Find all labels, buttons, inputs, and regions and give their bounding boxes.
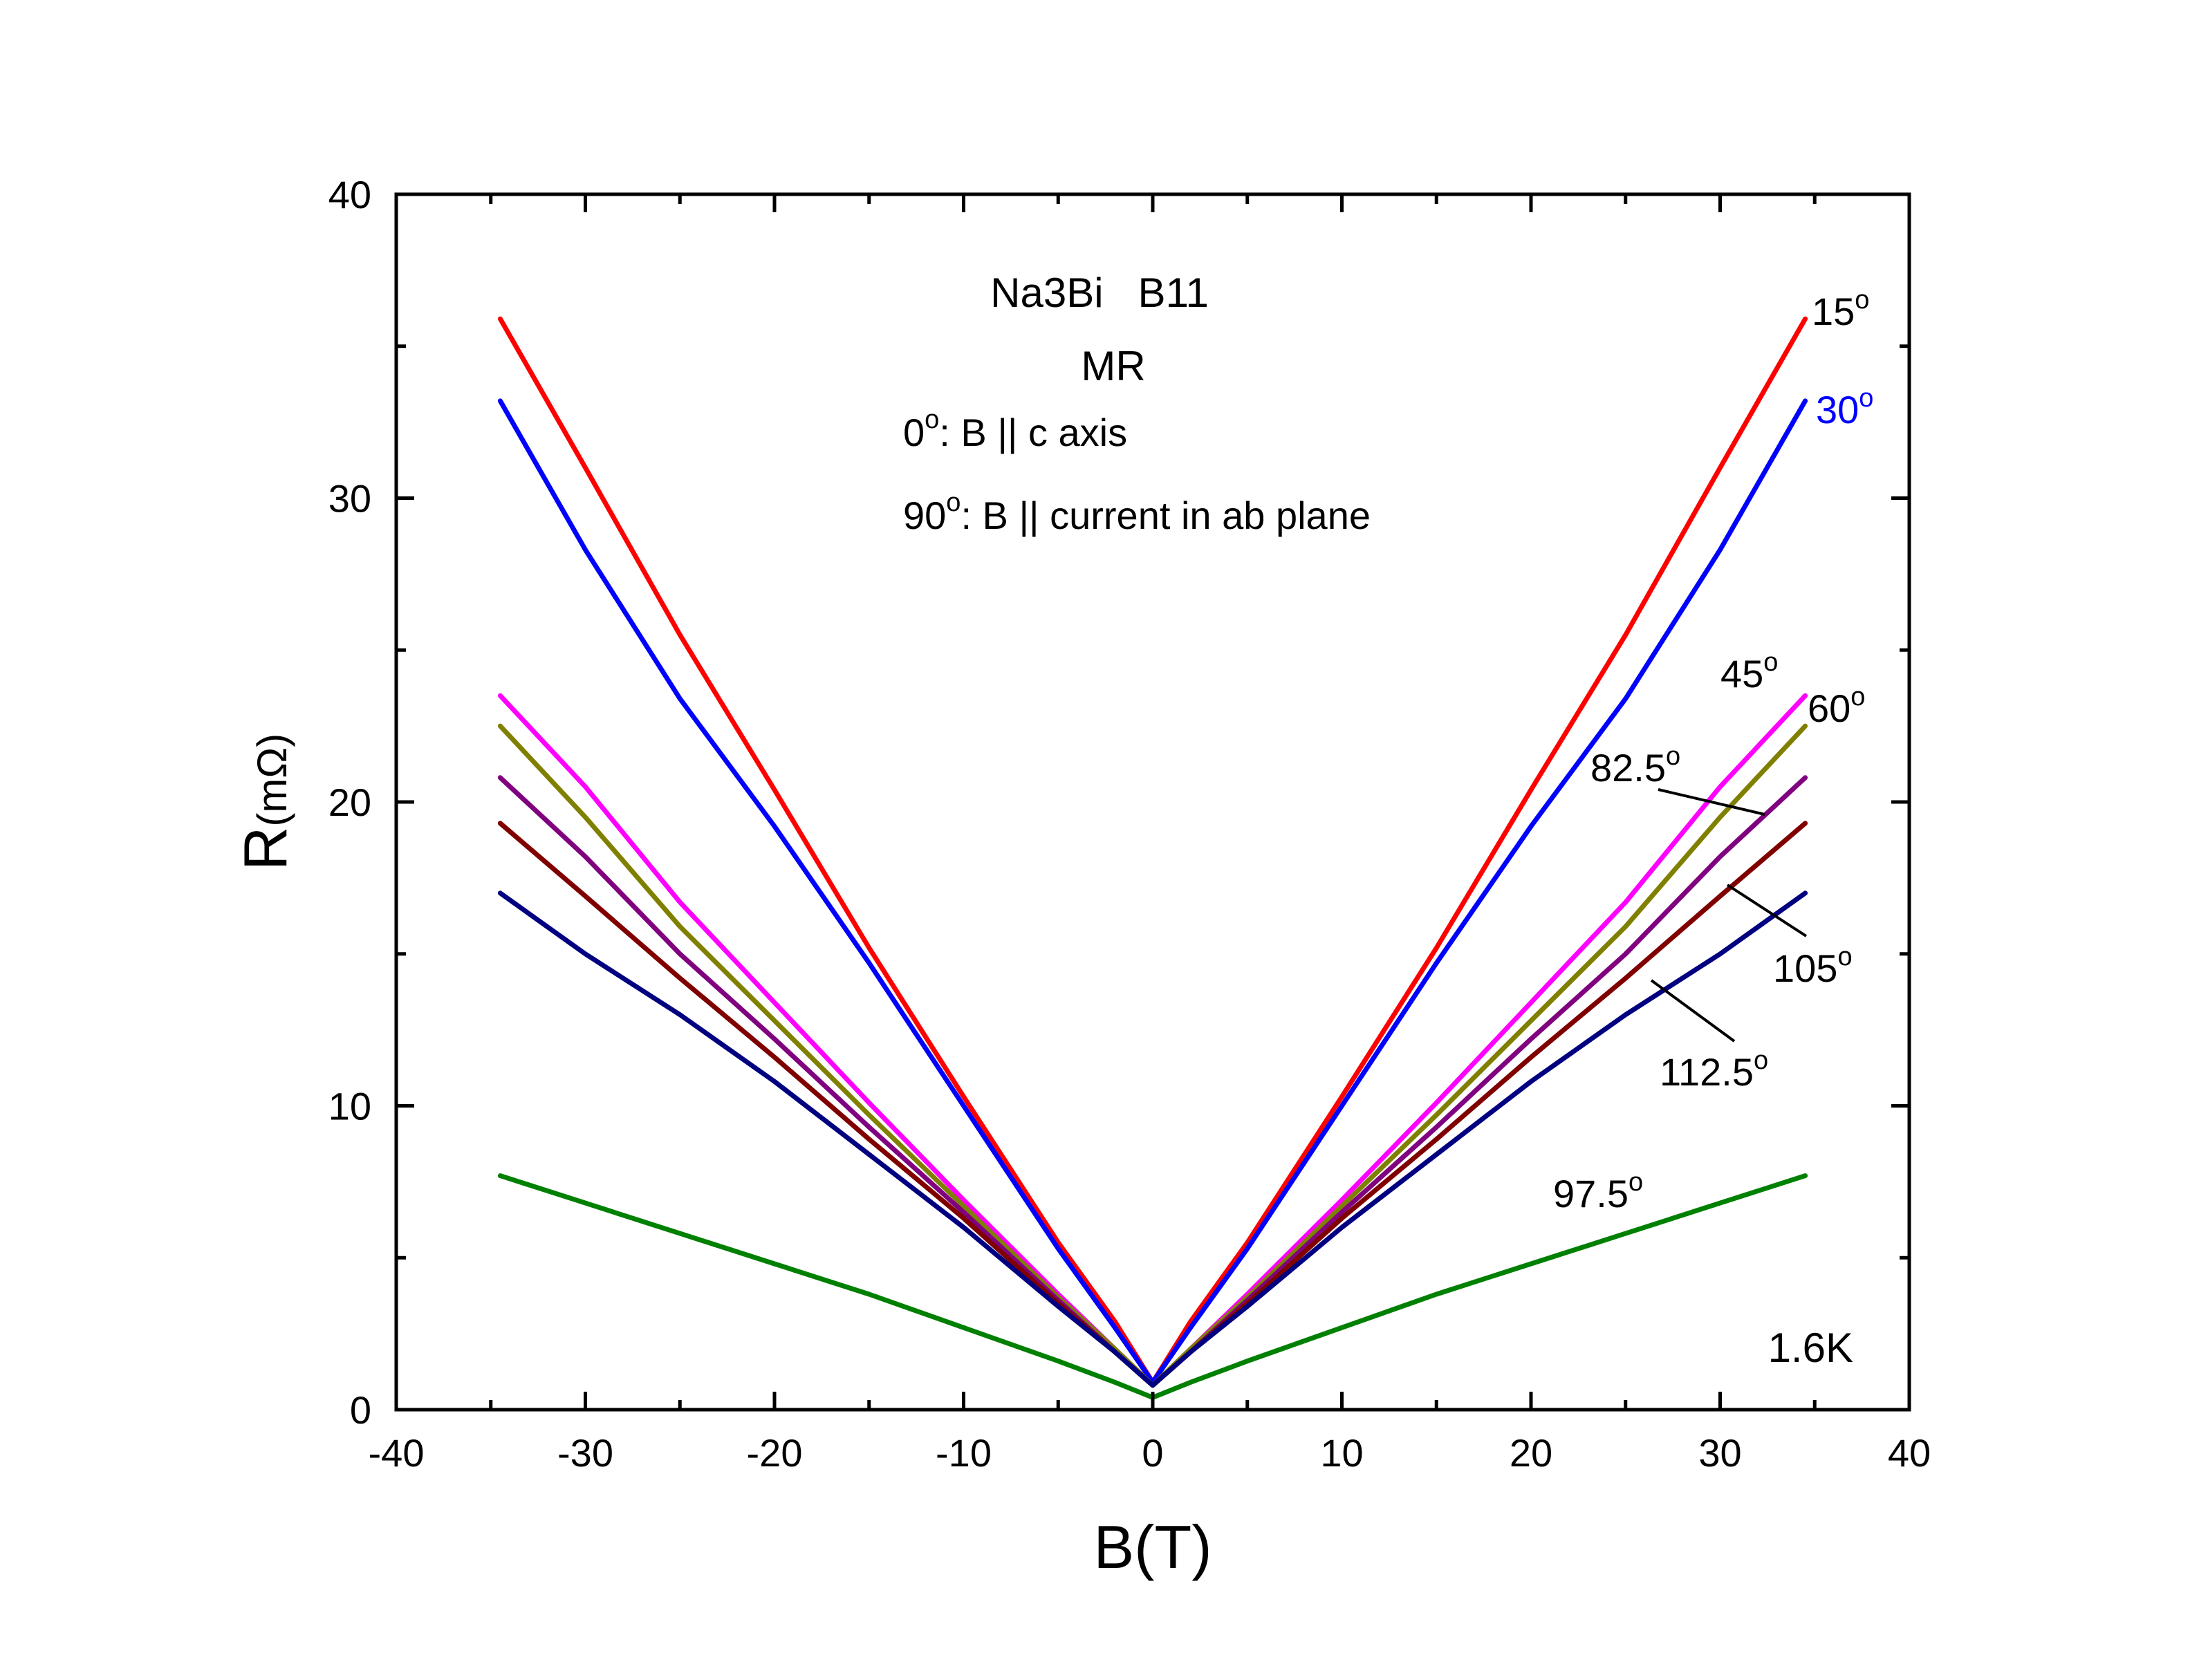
series-line-112-5 [497, 890, 1808, 1388]
curve-label-105-leader [1726, 884, 1808, 937]
definition-0deg-degree: o [925, 405, 939, 434]
temperature-label: 1.6K [1768, 1325, 1853, 1371]
y-axis-title-main: R [231, 827, 299, 871]
curve-label-97-5: 97.5o [1553, 1168, 1643, 1215]
definition-0deg-angle: 0 [903, 411, 925, 454]
curve-label-82-5-value: 82.5 [1590, 746, 1666, 790]
curve-label-97-5-value: 97.5 [1553, 1172, 1629, 1215]
y-axis-title-unit: (mΩ) [249, 734, 295, 827]
curve-label-15-value: 15 [1812, 290, 1855, 333]
definition-90deg-text: : B || current in ab plane [961, 494, 1371, 537]
curve-label-60-degree: o [1850, 682, 1865, 711]
x-tick-label: 20 [1510, 1431, 1552, 1475]
curve-label-60-value: 60 [1808, 687, 1850, 730]
curve-label-112-5-degree: o [1754, 1046, 1768, 1075]
curve-label-45-value: 45 [1720, 652, 1763, 696]
curve-label-112-5: 112.5o [1660, 1046, 1768, 1094]
x-tick-label: -30 [557, 1431, 613, 1475]
definition-0deg-text: : B || c axis [939, 411, 1127, 454]
y-tick-label: 10 [328, 1085, 371, 1128]
curve-label-105: 105o [1773, 942, 1853, 990]
curve-label-60: 60o [1808, 682, 1865, 730]
y-tick-label: 20 [328, 781, 371, 824]
curve-label-82-5-leader [1658, 788, 1765, 816]
series-group [497, 316, 1808, 1400]
definition-90deg-degree: o [946, 488, 961, 517]
y-tick-label: 0 [350, 1388, 371, 1432]
x-tick-label: -40 [369, 1431, 425, 1475]
x-tick-label: 0 [1142, 1431, 1163, 1475]
x-tick-label: -20 [747, 1431, 803, 1475]
curve-label-30-value: 30 [1816, 388, 1859, 431]
x-tick-label: 10 [1320, 1431, 1363, 1475]
curve-label-15-degree: o [1855, 286, 1869, 315]
curve-labels-group: 15o 30o 45o 60o 82.5o 105o 112.5o 97.5o [1553, 286, 1873, 1215]
y-tick-label: 30 [328, 477, 371, 521]
curve-label-105-value: 105 [1773, 946, 1837, 990]
y-tick-label: 40 [328, 173, 371, 216]
ticks-group [394, 192, 1911, 1412]
curve-label-45: 45o [1720, 648, 1778, 696]
curve-label-97-5-degree: o [1629, 1168, 1643, 1197]
x-tick-label: 40 [1888, 1431, 1931, 1475]
y-axis-title: R(mΩ) [231, 734, 299, 870]
sample-annotation: Na3Bi B11 [990, 270, 1209, 316]
curve-label-30-degree: o [1859, 384, 1873, 413]
curve-label-105-degree: o [1837, 942, 1852, 971]
curve-label-45-degree: o [1763, 648, 1778, 677]
x-axis-title: B(T) [1093, 1513, 1212, 1581]
curve-label-30: 30o [1816, 384, 1873, 431]
curve-label-112-5-value: 112.5 [1660, 1050, 1754, 1094]
tick-labels-group: -40 -30 -20 -10 0 10 20 30 40 0 10 20 30 40 [328, 173, 1931, 1475]
curve-label-82-5-degree: o [1666, 742, 1680, 771]
curve-label-112-5-leader [1650, 979, 1736, 1043]
definition-90deg: 90o: B || current in ab plane [903, 488, 1371, 537]
x-tick-label: 30 [1698, 1431, 1741, 1475]
curve-label-15: 15o [1812, 286, 1869, 333]
definition-90deg-angle: 90 [903, 494, 946, 537]
definition-0deg: 0o: B || c axis [903, 405, 1127, 454]
mode-annotation: MR [1081, 343, 1145, 389]
x-tick-label: -10 [936, 1431, 992, 1475]
curve-label-82-5: 82.5o [1590, 742, 1680, 790]
